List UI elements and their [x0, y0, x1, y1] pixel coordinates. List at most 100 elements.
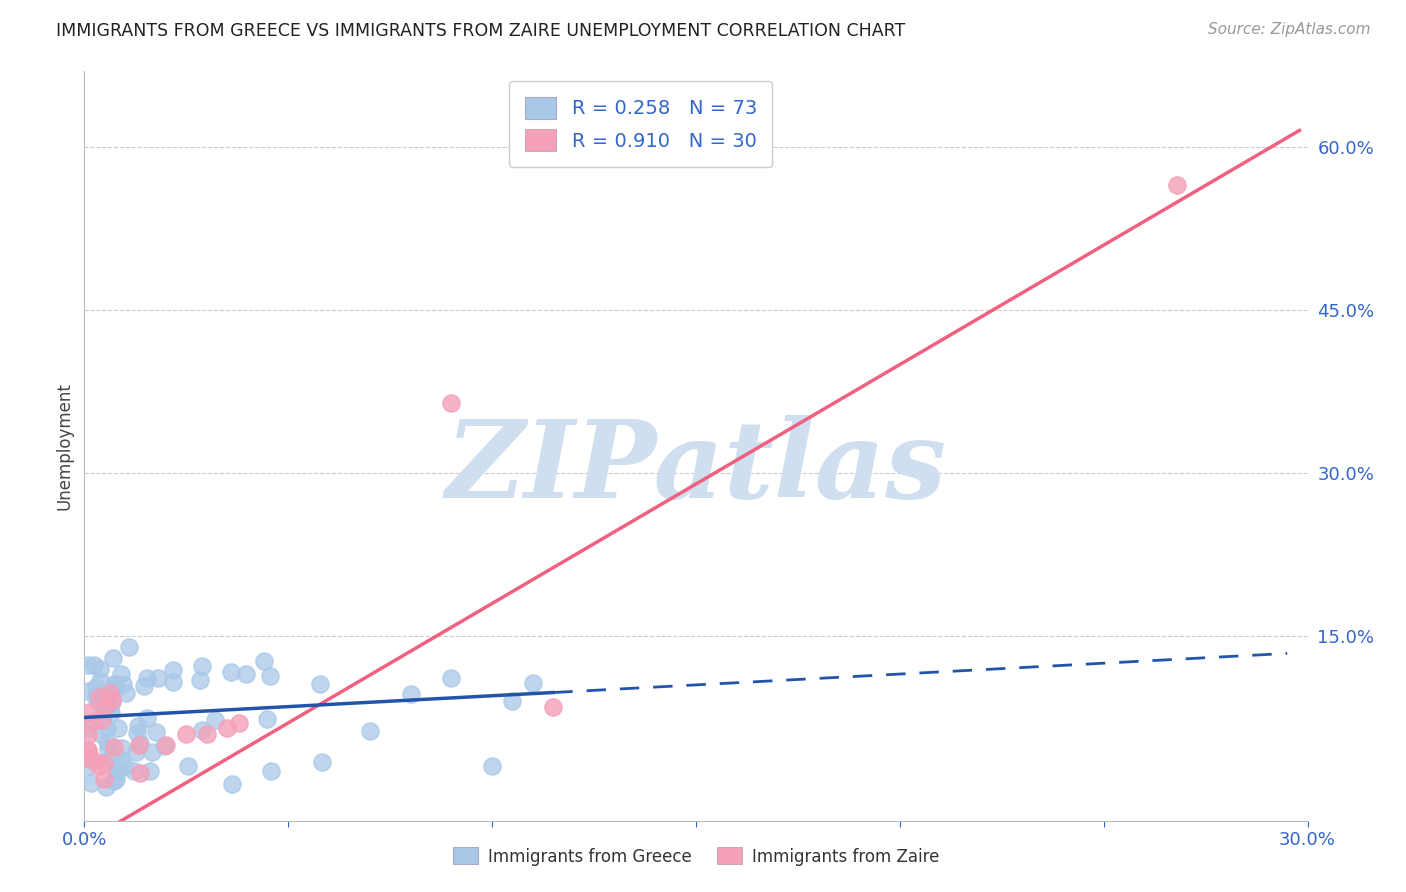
Point — [86, 693, 108, 707]
Point — [481, 759, 503, 773]
Point — [77, 744, 100, 758]
Point — [141, 745, 163, 759]
Point — [103, 773, 125, 788]
Point — [228, 715, 250, 730]
Point — [93, 756, 115, 770]
Point — [77, 751, 100, 765]
Text: IMMIGRANTS FROM GREECE VS IMMIGRANTS FROM ZAIRE UNEMPLOYMENT CORRELATION CHART: IMMIGRANTS FROM GREECE VS IMMIGRANTS FRO… — [56, 22, 905, 40]
Point — [125, 745, 148, 759]
Point — [502, 694, 524, 708]
Point — [311, 756, 333, 770]
Point — [104, 677, 127, 691]
Point — [96, 698, 118, 713]
Point — [105, 772, 128, 786]
Point — [103, 677, 125, 691]
Point — [148, 671, 170, 685]
Point — [107, 721, 129, 735]
Point — [96, 721, 118, 735]
Point — [89, 674, 111, 689]
Point — [309, 677, 332, 691]
Point — [84, 688, 107, 702]
Point — [128, 765, 150, 780]
Point — [77, 759, 100, 773]
Point — [107, 763, 129, 777]
Point — [110, 667, 132, 681]
Point — [139, 764, 162, 779]
Point — [105, 762, 128, 776]
Point — [80, 776, 103, 790]
Point — [399, 687, 422, 701]
Point — [112, 677, 135, 691]
Point — [256, 712, 278, 726]
Point — [235, 666, 257, 681]
Point — [132, 679, 155, 693]
Point — [90, 714, 112, 728]
Point — [188, 673, 211, 687]
Point — [219, 665, 242, 680]
Point — [125, 726, 148, 740]
Point — [98, 686, 121, 700]
Point — [217, 722, 239, 736]
Point — [101, 693, 124, 707]
Point — [221, 777, 243, 791]
Point — [253, 654, 276, 668]
Point — [129, 736, 152, 750]
Point — [190, 658, 212, 673]
Point — [100, 706, 122, 720]
Point — [82, 715, 104, 730]
Point — [135, 710, 157, 724]
Point — [145, 725, 167, 739]
Point — [97, 742, 120, 756]
Point — [93, 772, 115, 786]
Point — [83, 658, 105, 673]
Point — [127, 719, 149, 733]
Point — [136, 672, 159, 686]
Point — [77, 743, 100, 757]
Point — [111, 740, 134, 755]
Point — [128, 738, 150, 752]
Point — [155, 738, 177, 752]
Point — [77, 657, 100, 672]
Point — [79, 705, 101, 719]
Point — [77, 728, 100, 742]
Point — [90, 727, 112, 741]
Point — [110, 752, 132, 766]
Point — [96, 695, 118, 709]
Text: ZIPatlas: ZIPatlas — [446, 416, 946, 522]
Legend: Immigrants from Greece, Immigrants from Zaire: Immigrants from Greece, Immigrants from … — [446, 841, 946, 872]
Point — [100, 751, 122, 765]
Point — [91, 703, 114, 717]
Point — [96, 734, 118, 748]
Point — [162, 675, 184, 690]
Point — [543, 699, 565, 714]
Point — [94, 780, 117, 794]
Point — [118, 640, 141, 654]
Y-axis label: Unemployment: Unemployment — [55, 382, 73, 510]
Point — [204, 713, 226, 727]
Point — [259, 669, 281, 683]
Point — [103, 681, 125, 696]
Point — [77, 684, 100, 698]
Point — [84, 680, 107, 694]
Point — [114, 759, 136, 773]
Point — [77, 721, 100, 735]
Point — [177, 759, 200, 773]
Point — [153, 739, 176, 753]
Point — [100, 695, 122, 709]
Point — [1166, 178, 1188, 193]
Point — [89, 662, 111, 676]
Point — [440, 395, 463, 409]
Point — [260, 764, 283, 778]
Point — [100, 702, 122, 716]
Point — [87, 759, 110, 773]
Point — [122, 764, 145, 778]
Point — [359, 723, 381, 738]
Point — [89, 690, 111, 704]
Point — [195, 727, 218, 741]
Point — [522, 675, 544, 690]
Point — [103, 740, 125, 755]
Text: Source: ZipAtlas.com: Source: ZipAtlas.com — [1208, 22, 1371, 37]
Point — [440, 671, 463, 685]
Point — [115, 686, 138, 700]
Point — [162, 663, 184, 677]
